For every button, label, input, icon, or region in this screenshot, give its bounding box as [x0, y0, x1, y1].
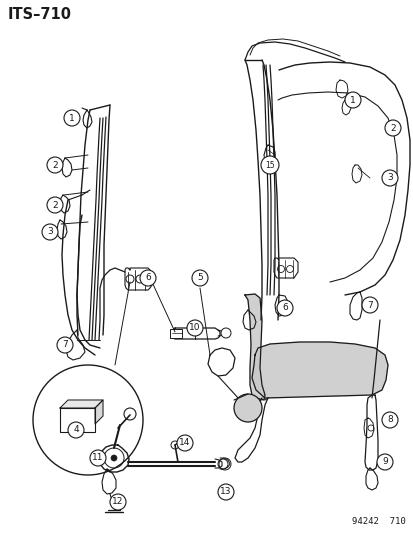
Circle shape	[42, 224, 58, 240]
Text: 8: 8	[386, 416, 392, 424]
Circle shape	[381, 170, 397, 186]
Text: 5: 5	[197, 273, 202, 282]
Circle shape	[110, 494, 126, 510]
Text: 12: 12	[112, 497, 123, 506]
Circle shape	[47, 157, 63, 173]
Polygon shape	[60, 400, 103, 408]
Polygon shape	[244, 294, 264, 400]
Text: 3: 3	[47, 228, 53, 237]
Text: 6: 6	[281, 303, 287, 312]
Circle shape	[33, 365, 142, 475]
Text: 1: 1	[349, 95, 355, 104]
Circle shape	[111, 455, 117, 461]
Circle shape	[68, 422, 84, 438]
Circle shape	[140, 270, 156, 286]
Polygon shape	[95, 400, 103, 424]
Circle shape	[47, 197, 63, 213]
Text: 15: 15	[265, 160, 274, 169]
Text: 2: 2	[52, 160, 58, 169]
Text: 7: 7	[366, 301, 372, 310]
Circle shape	[381, 412, 397, 428]
Text: 4: 4	[73, 425, 78, 434]
Circle shape	[64, 110, 80, 126]
Circle shape	[90, 450, 106, 466]
Circle shape	[221, 328, 230, 338]
Circle shape	[233, 394, 261, 422]
Circle shape	[361, 297, 377, 313]
Text: 13: 13	[220, 488, 231, 497]
Circle shape	[384, 120, 400, 136]
Circle shape	[218, 484, 233, 500]
Text: 2: 2	[52, 200, 58, 209]
Text: 6: 6	[145, 273, 150, 282]
Text: ITS–710: ITS–710	[8, 6, 72, 21]
Polygon shape	[252, 342, 387, 398]
Text: 10: 10	[189, 324, 200, 333]
Circle shape	[260, 156, 278, 174]
Circle shape	[344, 92, 360, 108]
Text: 9: 9	[381, 457, 387, 466]
Circle shape	[187, 320, 202, 336]
Bar	[60, 408, 95, 432]
Bar	[170, 329, 182, 338]
Text: 1: 1	[69, 114, 75, 123]
Text: 14: 14	[179, 439, 190, 448]
Text: 94242  710: 94242 710	[351, 518, 405, 527]
Circle shape	[177, 435, 192, 451]
Text: 11: 11	[92, 454, 104, 463]
Circle shape	[57, 337, 73, 353]
Circle shape	[276, 300, 292, 316]
Circle shape	[376, 454, 392, 470]
Text: 7: 7	[62, 341, 68, 350]
Text: 2: 2	[389, 124, 395, 133]
Circle shape	[192, 270, 207, 286]
Text: 3: 3	[386, 174, 392, 182]
